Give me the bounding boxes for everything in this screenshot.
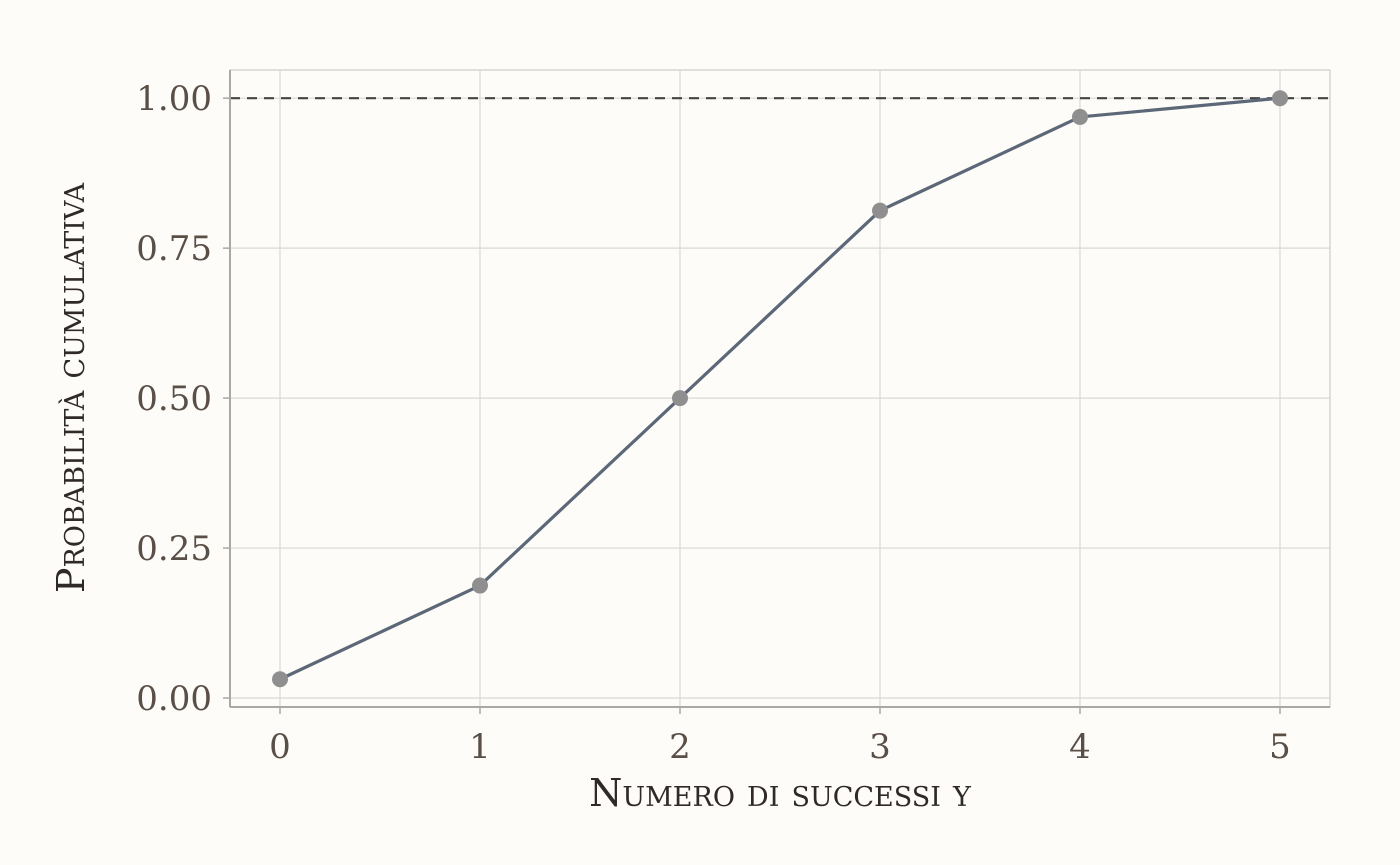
series-line-0 xyxy=(279,96,1281,681)
y-axis-title: Probabilità cumulativa xyxy=(49,182,93,593)
y-tick-label-0: 0.00 xyxy=(136,679,212,719)
y-axis-ticks: 0.00 0.25 0.50 0.75 1.00 xyxy=(136,79,230,719)
data-point-4 xyxy=(1072,108,1088,125)
x-tick-label-1: 1 xyxy=(469,727,491,767)
x-tick-label-0: 0 xyxy=(269,727,291,767)
data-point-1 xyxy=(472,577,488,594)
y-tick-label-2: 0.50 xyxy=(136,379,212,419)
data-point-0 xyxy=(272,671,288,688)
x-tick-label-2: 2 xyxy=(669,727,691,767)
x-tick-label-3: 3 xyxy=(869,727,891,767)
data-point-5 xyxy=(1272,90,1288,107)
axes-group xyxy=(229,70,1330,708)
y-tick-label-4: 1.00 xyxy=(136,79,212,119)
panel-border xyxy=(229,69,1331,708)
y-tick-label-3: 0.75 xyxy=(136,229,212,269)
x-axis-ticks: 0 1 2 3 4 5 xyxy=(269,707,1291,767)
grid-lines xyxy=(230,70,1330,707)
data-point-2 xyxy=(672,390,688,407)
y-tick-label-1: 0.25 xyxy=(136,529,212,569)
x-axis-title: Numero di successi y xyxy=(589,771,972,815)
series-group xyxy=(272,90,1288,688)
x-tick-label-4: 4 xyxy=(1069,727,1091,767)
data-point-3 xyxy=(872,202,888,219)
x-tick-label-5: 5 xyxy=(1269,727,1291,767)
